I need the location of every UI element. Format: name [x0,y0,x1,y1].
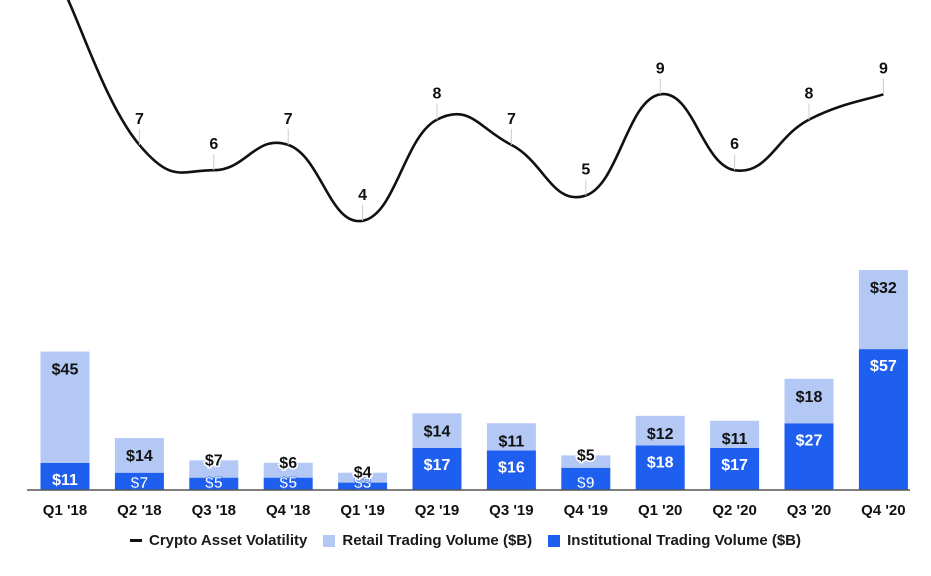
volatility-label-8: 9 [656,60,665,77]
volatility-label-11: 9 [879,60,888,77]
x-tick-label-2: Q3 '18 [192,502,236,519]
bar-label-institutional-1: $7 [131,475,149,492]
bar-institutional-9 [710,447,760,490]
bar-institutional-10 [784,423,834,490]
bars-layer [40,270,908,490]
x-tick-label-10: Q3 '20 [787,502,831,519]
bar-label-institutional-0: $11 [52,472,78,489]
bar-label-retail-4: $4 [354,465,372,482]
bar-institutional-7 [561,467,611,490]
bar-label-retail-6: $11 [498,433,524,450]
x-tick-label-5: Q2 '19 [415,502,459,519]
legend-item-institutional: Institutional Trading Volume ($B) [548,532,801,549]
bar-institutional-11 [858,349,908,490]
bar-retail-9 [710,420,760,448]
bar-retail-7 [561,455,611,468]
bar-label-retail-10: $18 [796,389,823,406]
bar-label-institutional-4: $3 [354,475,372,492]
legend-swatch-volatility [129,539,142,542]
bar-retail-3 [263,462,313,478]
bar-retail-6 [486,423,536,451]
x-tick-label-6: Q3 '19 [489,502,533,519]
bar-retail-4 [338,472,388,483]
volatility-label-2: 6 [209,136,218,153]
bar-label-institutional-6: $16 [498,459,525,476]
bar-label-institutional-2: $5 [205,475,223,492]
bar-label-retail-2: $7 [205,452,223,469]
bar-retail-2 [189,460,239,478]
bar-retail-0 [40,351,90,463]
bar-label-retail-8: $12 [647,426,674,443]
bar-label-retail-7: $5 [577,447,595,464]
bar-label-institutional-8: $18 [647,455,674,472]
bar-institutional-1 [114,472,164,490]
volatility-label-6: 7 [507,111,516,128]
volatility-line [66,0,884,223]
bar-retail-10 [784,378,834,424]
x-tick-label-0: Q1 '18 [43,502,87,519]
x-tick-label-8: Q1 '20 [638,502,682,519]
bar-institutional-4 [338,482,388,490]
volatility-label-10: 8 [805,86,814,103]
bar-institutional-0 [40,462,90,490]
bar-label-institutional-10: $27 [796,432,823,449]
bar-label-institutional-5: $17 [424,457,451,474]
bar-label-retail-3: $6 [279,455,297,472]
bar-label-retail-5: $14 [424,423,451,440]
volatility-label-3: 7 [284,111,293,128]
volatility-label-7: 5 [581,162,590,179]
volatility-labels: 1376748759689 [135,60,888,221]
legend-label-institutional: Institutional Trading Volume ($B) [567,532,802,549]
bar-label-institutional-3: $5 [279,475,297,492]
x-tick-label-9: Q2 '20 [712,502,756,519]
legend-item-volatility: Crypto Asset Volatility [129,532,308,549]
legend-swatch-institutional [548,534,561,547]
bar-labels-layer: $11 $45 $7 $14 $5 $7 $5 $6 $3$4 $17 $14 $16 $11 $9 $5 $… [52,280,897,492]
bar-retail-1 [114,438,164,473]
bar-institutional-8 [635,445,685,490]
bar-label-retail-0: $45 [52,362,79,379]
x-tick-label-11: Q4 '20 [861,502,905,519]
bar-label-retail-11: $32 [870,280,897,297]
x-tick-labels: Q1 '18 Q2 '18 Q3 '18 Q4 '18 Q1 '19 Q2 '19 Q3 '… [43,502,906,519]
x-tick-label-7: Q4 '19 [564,502,608,519]
legend-swatch-retail [323,534,336,547]
bar-label-retail-9: $11 [722,431,748,448]
bar-retail-8 [635,415,685,446]
bar-label-institutional-7: $9 [577,475,595,492]
bar-institutional-2 [189,477,239,490]
x-tick-label-4: Q1 '19 [340,502,384,519]
bar-retail-5 [412,413,462,448]
bar-label-institutional-9: $17 [721,457,748,474]
bar-institutional-3 [263,477,313,490]
legend: Crypto Asset Volatility Retail Trading V… [0,532,931,549]
bar-institutional-6 [486,450,536,490]
x-tick-label-1: Q2 '18 [117,502,161,519]
volatility-label-4: 4 [358,187,367,204]
legend-item-retail: Retail Trading Volume ($B) [323,532,532,549]
legend-label-retail: Retail Trading Volume ($B) [342,532,533,549]
volatility-label-5: 8 [433,86,442,103]
bar-label-institutional-11: $57 [870,358,897,375]
legend-label-volatility: Crypto Asset Volatility [148,532,308,549]
bar-retail-11 [858,270,908,350]
x-tick-label-3: Q4 '18 [266,502,310,519]
volatility-label-9: 6 [730,136,739,153]
bar-label-retail-1: $14 [126,448,153,465]
bar-institutional-5 [412,447,462,490]
volatility-label-1: 7 [135,111,144,128]
